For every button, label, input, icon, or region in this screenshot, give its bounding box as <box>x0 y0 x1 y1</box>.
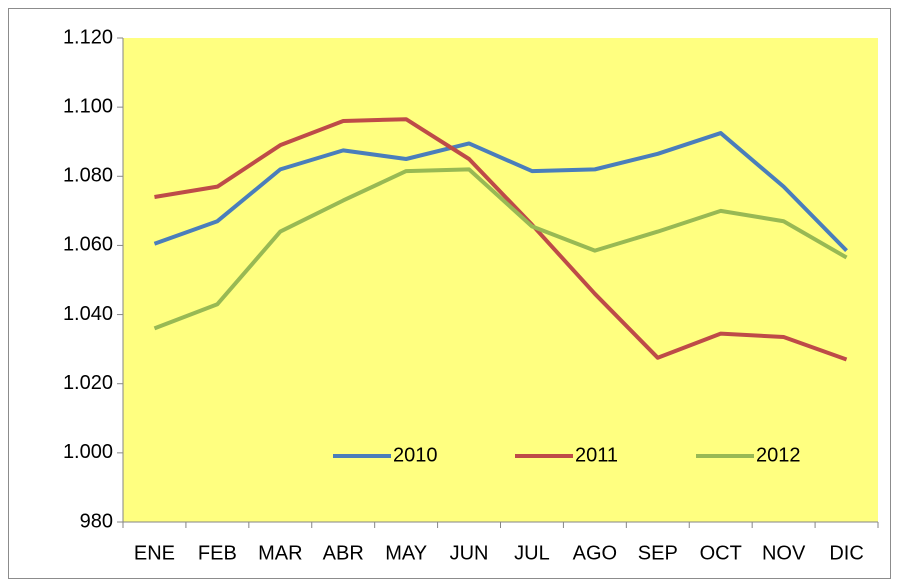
x-tick-label: ENE <box>134 542 175 564</box>
x-tick-label: FEB <box>198 542 237 564</box>
y-tick-label: 1.000 <box>63 441 113 463</box>
line-series <box>154 117 848 362</box>
y-tick-label: 1.120 <box>63 26 113 48</box>
plot-area <box>123 38 878 522</box>
y-tick-label: 1.080 <box>63 165 113 187</box>
line-series <box>153 131 848 253</box>
x-tick-label: AGO <box>573 542 617 564</box>
legend-label: 2011 <box>575 444 618 466</box>
y-tick-label: 1.040 <box>63 303 113 325</box>
y-tick-label: 1.020 <box>63 372 113 394</box>
x-tick-label: MAY <box>385 542 427 564</box>
x-tick-label: OCT <box>700 542 742 564</box>
x-tick-label: ABR <box>323 542 364 564</box>
x-tick-label: NOV <box>762 542 806 564</box>
x-tick-label: MAR <box>258 542 302 564</box>
y-tick-label: 1.100 <box>63 95 113 117</box>
legend-label: 2010 <box>393 444 438 466</box>
x-tick-label: DIC <box>829 542 863 564</box>
legend-label: 2012 <box>756 444 801 466</box>
x-tick-label: SEP <box>638 542 678 564</box>
line-series <box>153 167 848 331</box>
y-tick-label: 980 <box>80 510 113 532</box>
x-tick-label: JUN <box>450 542 489 564</box>
y-tick-label: 1.060 <box>63 234 113 256</box>
x-tick-label: JUL <box>514 542 550 564</box>
